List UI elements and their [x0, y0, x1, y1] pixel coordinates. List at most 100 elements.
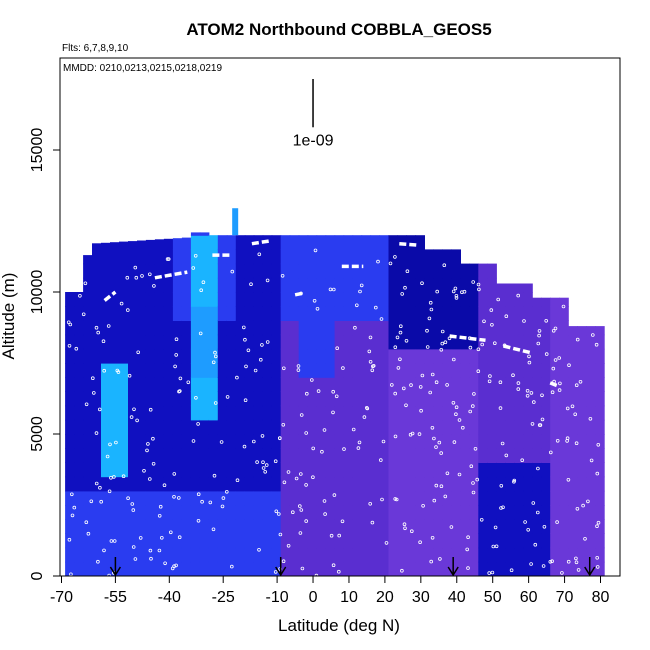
heatmap-cell: [137, 249, 147, 265]
heatmap-cell: [271, 320, 282, 336]
track-dot: [393, 391, 398, 396]
track-dot: [98, 485, 102, 490]
heatmap-cell: [388, 263, 399, 279]
heatmap-cell: [532, 405, 542, 421]
heatmap-cell: [469, 348, 479, 364]
heatmap-cell: [83, 462, 93, 478]
track-dot: [574, 560, 579, 565]
heatmap-cell: [217, 561, 228, 576]
track-dot: [169, 530, 173, 535]
heatmap-cell: [119, 277, 129, 293]
y-tick-label: 15000: [29, 128, 46, 173]
heatmap-cell: [92, 334, 102, 350]
heatmap-cell: [550, 297, 560, 307]
heatmap-cell: [577, 391, 587, 407]
heatmap-cell: [199, 263, 210, 279]
heatmap-cell: [460, 490, 470, 506]
track-dot: [475, 477, 480, 482]
heatmap-cell: [532, 476, 542, 492]
track-dot: [335, 346, 340, 351]
heatmap-cell: [137, 292, 147, 307]
heatmap-cell: [154, 519, 165, 534]
heatmap-cell: [451, 490, 461, 506]
heatmap-cell: [577, 363, 587, 378]
track-dot: [311, 475, 315, 480]
heatmap-cell: [523, 462, 533, 478]
track-dot: [480, 342, 485, 347]
heatmap-cell: [199, 232, 210, 236]
heatmap-cell: [550, 320, 560, 336]
heatmap-cell: [352, 505, 363, 520]
track-dot: [102, 548, 106, 553]
heatmap-cell: [280, 561, 291, 576]
track-dot: [452, 440, 457, 444]
heatmap-cell: [110, 476, 120, 492]
heatmap-cell: [451, 505, 461, 520]
track-dot: [282, 480, 287, 485]
heatmap-cell: [119, 533, 129, 549]
heatmap-cell: [307, 547, 318, 563]
heatmap-cell: [532, 377, 542, 392]
track-dot: [595, 524, 599, 528]
heatmap-cell: [352, 462, 363, 478]
heatmap-cell: [128, 320, 138, 336]
heatmap-cell: [235, 263, 246, 279]
heatmap-cell: [469, 363, 479, 378]
heatmap-cell: [244, 405, 255, 421]
heatmap-cell: [460, 277, 470, 293]
heatmap-cell: [65, 306, 75, 321]
heatmap-cell: [325, 519, 336, 534]
track-dot: [491, 544, 496, 549]
heatmap-cell: [370, 490, 381, 506]
heatmap-cell: [568, 490, 578, 506]
heatmap-cell: [595, 547, 605, 563]
heatmap-cell: [154, 334, 165, 350]
track-dot: [409, 529, 414, 533]
track-dot: [425, 345, 430, 349]
heatmap-cell: [199, 547, 210, 563]
heatmap-cell: [469, 505, 479, 520]
heatmap-cell: [541, 505, 551, 520]
heatmap-cell: [406, 561, 417, 576]
heatmap-cell: [280, 547, 291, 563]
heatmap-cell: [154, 277, 165, 293]
heatmap-cell: [361, 363, 372, 378]
heatmap-cell: [442, 434, 452, 449]
heatmap-cell: [460, 348, 470, 364]
heatmap-cell: [523, 419, 533, 435]
heatmap-cell: [316, 377, 327, 392]
heatmap-cell: [388, 448, 399, 463]
heatmap-cell: [406, 462, 417, 478]
heatmap-cell: [119, 391, 129, 407]
track-dot: [109, 539, 114, 543]
heatmap-cells: [65, 208, 605, 576]
track-dot: [286, 470, 291, 474]
heatmap-cell: [316, 547, 327, 563]
track-dot: [432, 436, 436, 441]
heatmap-cell: [190, 232, 201, 236]
heatmap-cell: [244, 434, 255, 449]
heatmap-cell: [343, 419, 354, 435]
heatmap-cell: [352, 419, 363, 435]
heatmap-cell: [568, 419, 578, 435]
track-dot: [476, 282, 481, 287]
heatmap-cell: [568, 334, 578, 350]
heatmap-cell: [289, 391, 300, 407]
heatmap-cell: [433, 363, 443, 378]
heatmap-cell: [235, 547, 246, 563]
heatmap-cell: [550, 448, 560, 463]
heatmap-cell: [370, 334, 381, 350]
track-dot: [277, 436, 282, 440]
heatmap-cell: [361, 292, 372, 307]
heatmap-cell: [397, 519, 408, 534]
heatmap-cell: [469, 405, 479, 421]
heatmap-cell: [496, 391, 506, 407]
heatmap-cell: [253, 363, 264, 378]
heatmap-cell: [460, 292, 470, 307]
heatmap-cell: [226, 363, 237, 378]
track-dot: [99, 499, 103, 504]
heatmap-cell: [334, 434, 345, 449]
heatmap-cell: [235, 334, 246, 350]
heatmap-cell: [208, 306, 219, 321]
heatmap-cell: [415, 334, 425, 350]
